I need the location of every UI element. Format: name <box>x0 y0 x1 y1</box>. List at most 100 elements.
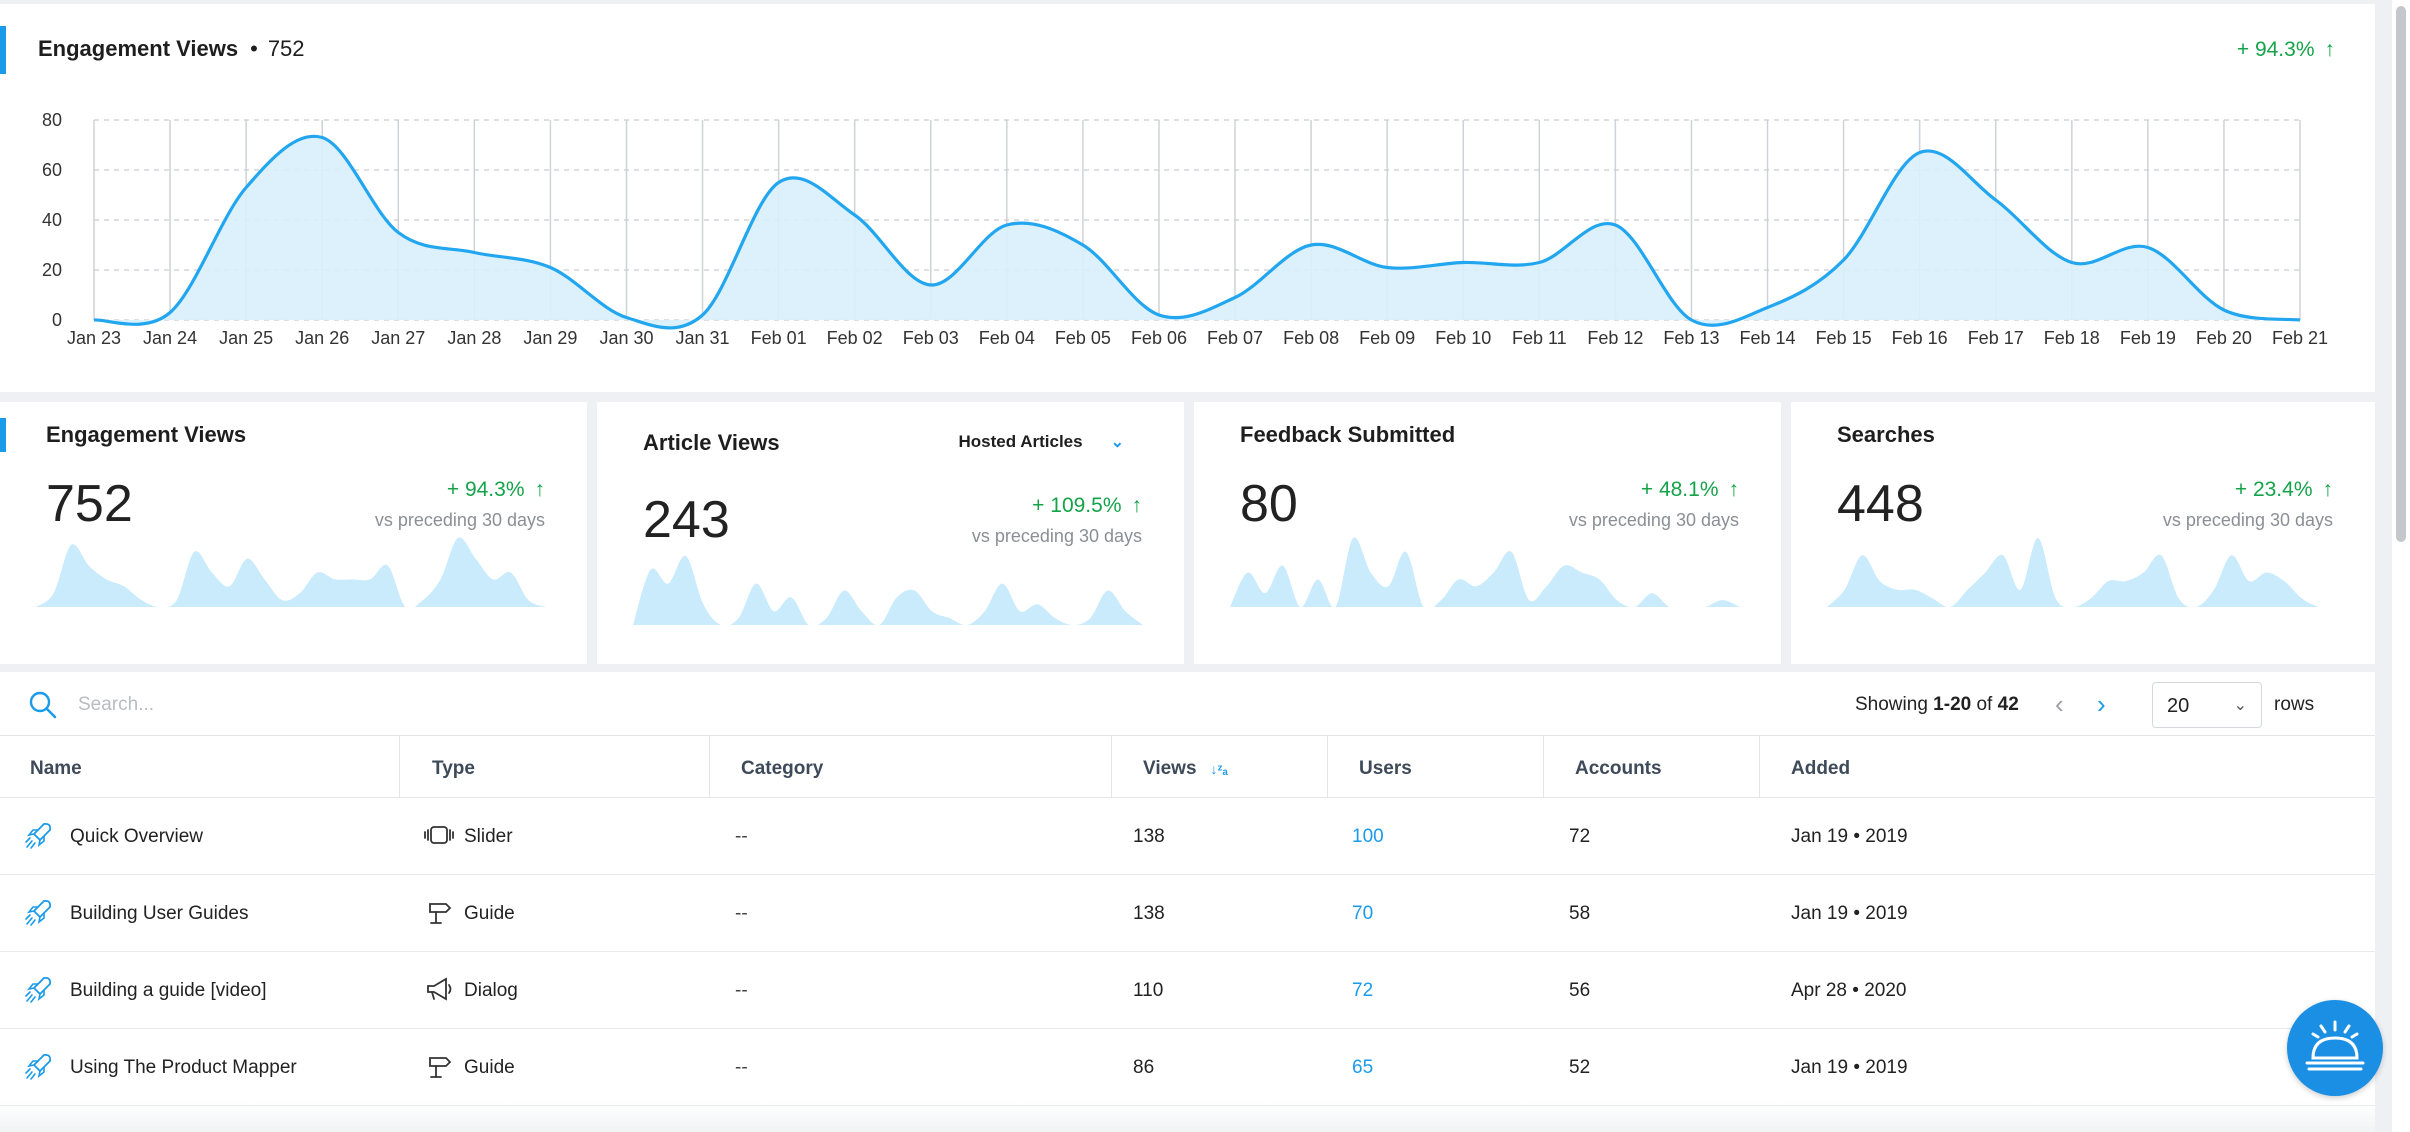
row-accounts: 58 <box>1569 903 1591 924</box>
x-tick-label: Feb 09 <box>1359 328 1415 348</box>
row-users[interactable]: 100 <box>1352 826 1384 847</box>
rocket-icon <box>25 822 52 849</box>
sparkline-area <box>36 537 546 607</box>
column-label: Views <box>1143 758 1197 779</box>
column-header-type[interactable]: Type <box>400 736 710 798</box>
x-tick-label: Feb 08 <box>1283 328 1339 348</box>
engagement-area-chart: 0 20 40 60 80 Jan 23 Jan 24 Jan 25 Jan 26 Jan 27 J… <box>42 110 2328 348</box>
chart-header: Engagement Views • 752 <box>38 36 305 62</box>
series-line <box>93 134 2301 330</box>
x-tick-label: Jan 26 <box>295 328 349 348</box>
arrow-up-icon: ↑ <box>534 478 546 501</box>
x-tick-label: Feb 21 <box>2272 328 2328 348</box>
x-tick-label: Feb 19 <box>2120 328 2176 348</box>
chevron-left-icon[interactable]: ‹ <box>2055 689 2064 719</box>
stat-title: Article Views <box>643 430 780 455</box>
row-category: -- <box>735 903 748 924</box>
row-accounts: 72 <box>1569 826 1591 847</box>
sparkline <box>36 537 546 607</box>
stat-card-searches[interactable]: Searches 448 + 23.4% ↑ vs preceding 30 da… <box>1791 402 2375 664</box>
arrow-up-icon: ↑ <box>2324 38 2336 61</box>
showing-label: Showing <box>1855 694 1928 715</box>
x-tick-label: Feb 05 <box>1055 328 1111 348</box>
chart-change: + 94.3% ↑ <box>2237 38 2335 62</box>
search-icon[interactable] <box>28 690 58 720</box>
engagement-chart-card: Engagement Views • 752 + 94.3% ↑ 0 20 40 60 80 J… <box>0 4 2375 392</box>
column-label: Users <box>1359 758 1412 779</box>
x-tick-label: Jan 25 <box>219 328 273 348</box>
row-name[interactable]: Using The Product Mapper <box>70 1057 297 1078</box>
column-header-added[interactable]: Added <box>1760 736 2375 798</box>
rows-per-page-value: 20 <box>2167 695 2190 717</box>
x-tick-label: Feb 20 <box>2196 328 2252 348</box>
stat-title: Feedback Submitted <box>1240 422 1456 447</box>
y-tick-label: 60 <box>42 160 62 180</box>
row-users[interactable]: 70 <box>1352 903 1374 924</box>
row-name[interactable]: Building a guide [video] <box>70 980 267 1001</box>
hosted-articles-dropdown[interactable]: Hosted Articles ⌄ <box>959 432 1124 452</box>
x-tick-label: Feb 10 <box>1435 328 1491 348</box>
x-tick-label: Feb 01 <box>751 328 807 348</box>
stat-value: 752 <box>46 475 133 533</box>
card-accent <box>0 26 6 74</box>
table-row[interactable]: Using The Product Mapper Guide -- 86 65 52 Jan… <box>0 1029 2375 1106</box>
x-tick-label: Feb 06 <box>1131 328 1187 348</box>
y-tick-label: 20 <box>42 260 62 280</box>
rows-per-page-select[interactable]: 20 ⌄ <box>2152 682 2262 728</box>
x-tick-label: Feb 16 <box>1892 328 1948 348</box>
signpost-icon <box>429 903 452 924</box>
column-label: Type <box>432 758 475 779</box>
chevron-right-icon[interactable]: › <box>2097 689 2106 719</box>
stat-change-percent: + 94.3% <box>446 478 525 501</box>
column-header-category[interactable]: Category <box>710 736 1112 798</box>
stat-comparison: vs preceding 30 days <box>1568 510 1739 530</box>
table-row[interactable]: Building a guide [video] Dialog -- 110 72 56 A… <box>0 952 2375 1029</box>
sparkline-area <box>633 555 1143 625</box>
column-header-name[interactable]: Name <box>0 736 400 798</box>
column-header-users[interactable]: Users <box>1328 736 1544 798</box>
sparkline <box>1230 537 1740 607</box>
y-tick-label: 40 <box>42 210 62 230</box>
stat-title: Searches <box>1837 422 1935 447</box>
y-tick-label: 80 <box>42 110 62 130</box>
help-bell-button[interactable] <box>2287 1000 2383 1096</box>
rocket-icon <box>25 976 52 1003</box>
x-tick-label: Feb 12 <box>1587 328 1643 348</box>
sparkline <box>633 555 1143 625</box>
table-row[interactable]: Building User Guides Guide -- 138 70 58 Jan 19… <box>0 875 2375 952</box>
card-accent <box>0 418 6 452</box>
row-name[interactable]: Quick Overview <box>70 826 204 847</box>
row-users[interactable]: 72 <box>1352 980 1374 1001</box>
x-tick-label: Feb 11 <box>1512 328 1567 348</box>
rows-label: rows <box>2274 694 2315 715</box>
row-users[interactable]: 65 <box>1352 1057 1374 1078</box>
x-tick-label: Feb 02 <box>827 328 883 348</box>
rocket-icon <box>25 1053 52 1080</box>
y-tick-label: 0 <box>52 310 62 330</box>
stat-card-engagement[interactable]: Engagement Views 752 + 94.3% ↑ vs precedi… <box>0 402 587 664</box>
column-header-accounts[interactable]: Accounts <box>1544 736 1760 798</box>
pagination-summary: Showing 1-20 of 42 <box>1855 694 2019 716</box>
x-tick-label: Jan 30 <box>599 328 653 348</box>
row-views: 138 <box>1133 903 1165 924</box>
row-type: Slider <box>464 826 513 847</box>
megaphone-icon <box>427 977 452 1001</box>
chart-title: Engagement Views <box>38 36 239 61</box>
scrollbar-thumb[interactable] <box>2396 6 2406 542</box>
column-header-views[interactable]: Views ↓ᶻₐ <box>1112 736 1328 798</box>
table-row[interactable]: Quick Overview Slider -- 138 100 72 Jan 19 • 2… <box>0 798 2375 875</box>
rocket-icon <box>25 899 52 926</box>
stat-comparison: vs preceding 30 days <box>2162 510 2333 530</box>
column-label: Accounts <box>1575 758 1662 779</box>
signpost-icon <box>429 1057 452 1078</box>
stat-card-feedback[interactable]: Feedback Submitted 80 + 48.1% ↑ vs preced… <box>1194 402 1781 664</box>
x-tick-label: Feb 15 <box>1816 328 1872 348</box>
page-scrollbar[interactable] <box>2392 0 2410 1132</box>
search-input[interactable] <box>78 688 678 722</box>
stat-card-article-views[interactable]: Article Views Hosted Articles ⌄ 243 + 109… <box>597 402 1184 664</box>
row-name[interactable]: Building User Guides <box>70 903 249 924</box>
sort-desc-icon[interactable]: ↓ᶻₐ <box>1210 761 1228 777</box>
dropdown-label: Hosted Articles <box>958 432 1083 451</box>
stat-change: + 48.1% ↑ <box>1641 478 1739 502</box>
stat-comparison: vs preceding 30 days <box>971 526 1142 546</box>
